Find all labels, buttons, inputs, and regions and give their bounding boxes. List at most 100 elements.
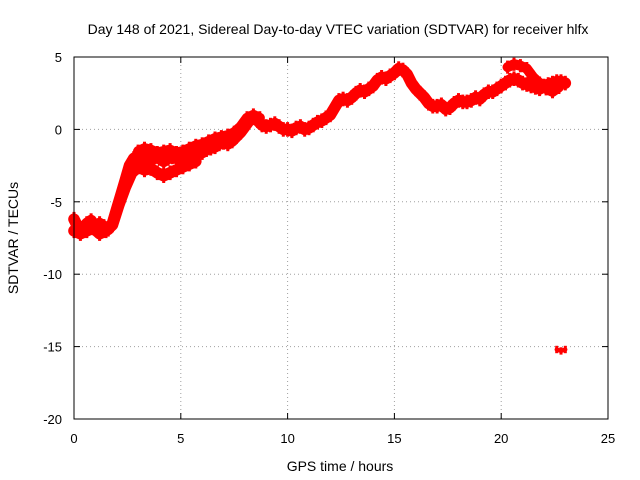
data-point: [345, 93, 349, 97]
data-point: [363, 96, 366, 99]
data-point: [486, 96, 490, 99]
data-point: [495, 93, 499, 97]
data-point: [181, 171, 185, 175]
data-point: [380, 81, 384, 85]
data-point: [162, 144, 166, 148]
data-point: [422, 101, 426, 105]
data-point: [529, 90, 533, 94]
data-point: [538, 86, 542, 90]
data-point: [320, 113, 324, 117]
data-point: [367, 81, 371, 85]
data-point: [388, 80, 392, 84]
data-point: [508, 84, 512, 88]
data-point: [465, 94, 469, 98]
data-point: [157, 162, 161, 166]
data-point: [230, 145, 234, 149]
data-point: [175, 156, 178, 160]
data-point: [320, 125, 324, 128]
x-tick-label: 10: [280, 431, 294, 446]
y-axis-label: SDTVAR / TECUs: [5, 182, 21, 294]
data-point: [431, 98, 435, 102]
data-point: [521, 75, 525, 79]
y-tick-label: -5: [50, 195, 62, 210]
data-point: [85, 223, 89, 227]
data-point: [76, 220, 80, 224]
data-point: [207, 144, 211, 148]
data-point: [256, 125, 260, 128]
data-point: [474, 101, 478, 105]
data-point: [345, 104, 349, 108]
data-point: [281, 133, 285, 137]
data-point: [226, 148, 230, 152]
data-point: [448, 100, 452, 104]
data-point: [89, 213, 93, 217]
data-point: [162, 154, 166, 158]
data-point: [504, 75, 507, 79]
data-point: [155, 156, 159, 160]
data-point: [410, 75, 413, 79]
data-point: [557, 91, 561, 94]
data-point: [251, 108, 255, 112]
data-point: [512, 57, 516, 61]
data-point: [555, 350, 559, 354]
data-point: [194, 165, 198, 169]
data-point: [495, 81, 499, 85]
data-point: [538, 93, 542, 97]
data-point: [397, 72, 401, 76]
data-point: [316, 114, 319, 118]
data-point: [491, 96, 495, 99]
data-point: [551, 95, 554, 99]
data-point: [149, 161, 153, 165]
data-point: [435, 110, 439, 114]
data-point: [439, 109, 443, 113]
data-point: [324, 110, 328, 114]
data-point: [508, 72, 512, 76]
data-point: [294, 120, 298, 124]
data-point: [149, 143, 153, 147]
data-point: [482, 98, 486, 102]
data-point: [200, 137, 204, 141]
data-point: [350, 101, 354, 105]
data-point: [290, 123, 294, 127]
data-point: [168, 177, 172, 181]
y-tick-label: 0: [55, 122, 62, 137]
data-point: [239, 119, 243, 123]
data-point: [149, 172, 153, 176]
data-point: [264, 119, 268, 123]
data-point: [555, 74, 559, 78]
data-point: [91, 232, 95, 236]
data-point: [200, 147, 204, 151]
data-point: [269, 117, 272, 121]
data-point: [444, 101, 448, 105]
data-point: [392, 77, 396, 81]
data-point: [213, 151, 217, 155]
data-point: [269, 129, 272, 133]
data-point: [175, 162, 178, 166]
data-point: [298, 130, 302, 134]
data-point: [260, 129, 264, 133]
data-point: [333, 112, 337, 115]
data-point: [499, 90, 503, 94]
data-point: [245, 111, 249, 115]
data-point: [478, 91, 482, 95]
data-point: [143, 162, 146, 166]
y-tick-label: -10: [43, 267, 62, 282]
data-point: [175, 146, 178, 149]
data-point: [219, 140, 223, 144]
data-point: [538, 76, 542, 80]
data-point: [533, 91, 537, 95]
data-point: [563, 345, 567, 349]
data-point: [478, 103, 482, 107]
data-point: [341, 91, 345, 95]
data-point: [531, 70, 535, 74]
data-point: [452, 107, 456, 111]
data-point: [217, 148, 221, 152]
data-point: [247, 125, 251, 128]
data-point: [123, 180, 127, 183]
data-point: [427, 107, 431, 111]
data-point: [444, 113, 448, 117]
data-point: [525, 72, 529, 76]
data-point: [414, 81, 418, 85]
data-point: [130, 177, 134, 181]
data-point: [469, 104, 473, 108]
